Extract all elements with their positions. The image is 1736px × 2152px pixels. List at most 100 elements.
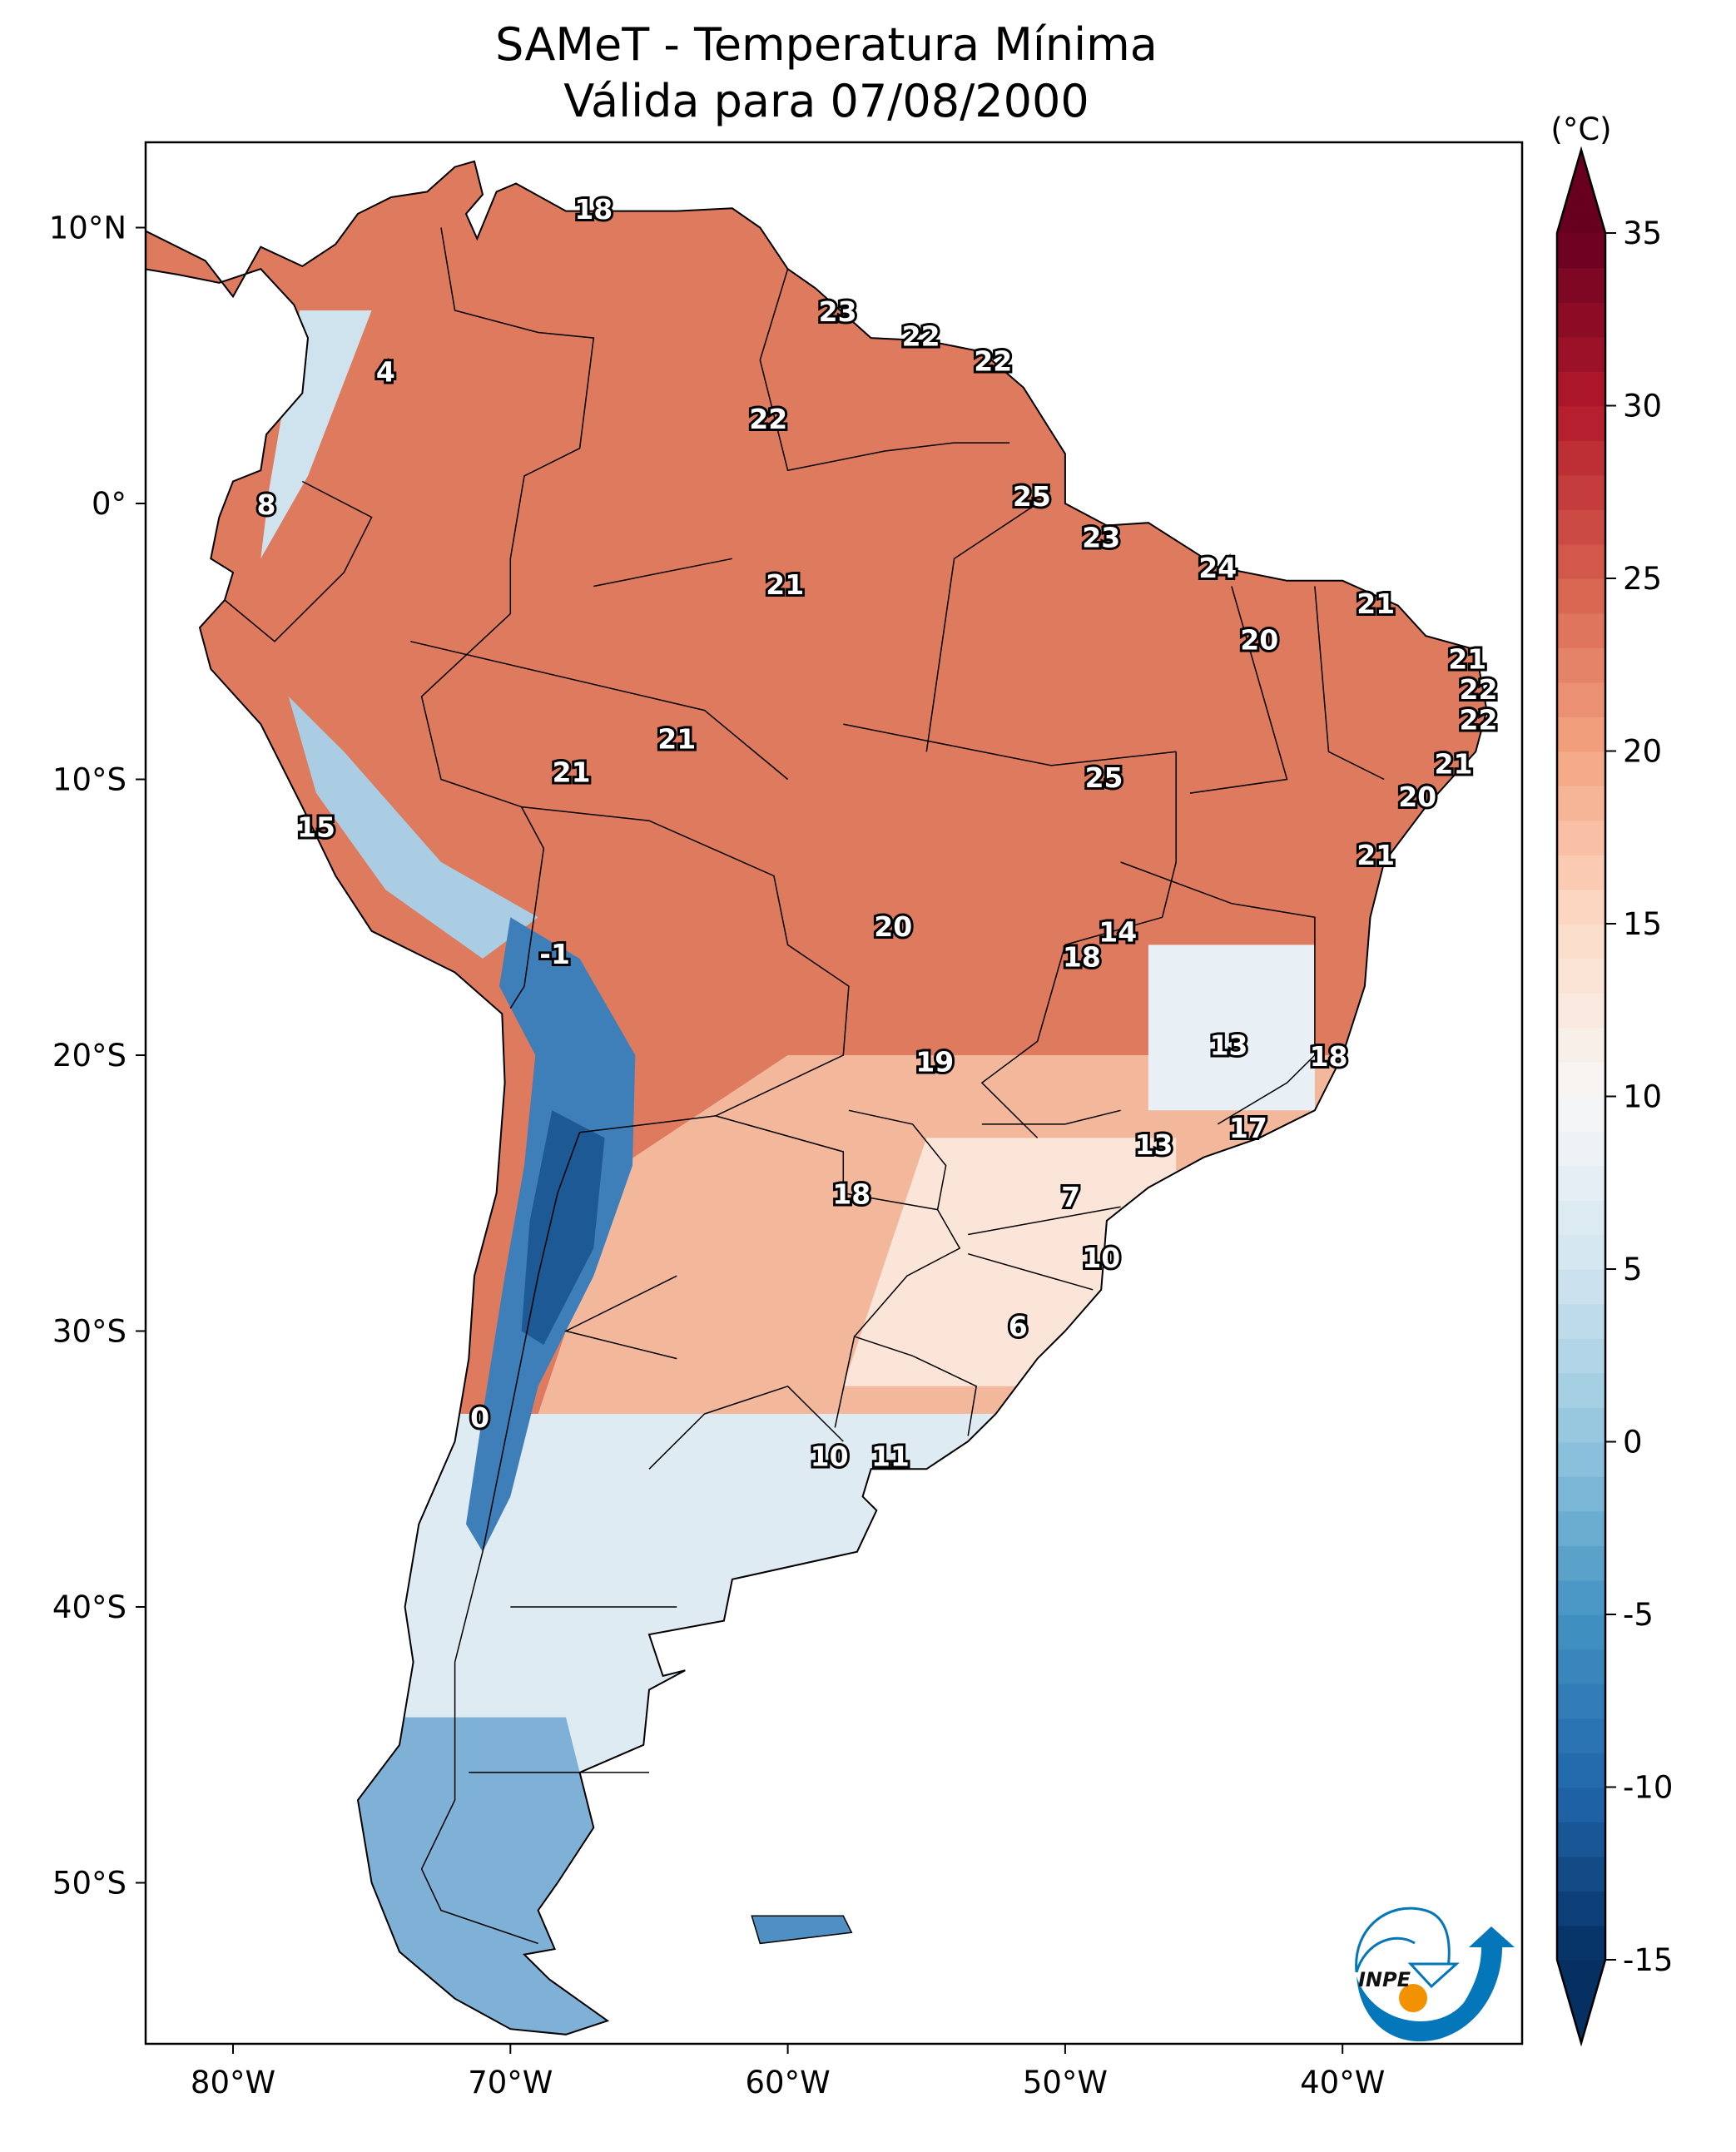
- station-value-label: 13: [1135, 1128, 1173, 1161]
- station-value-label: 18: [832, 1178, 870, 1211]
- colorbar-segment: [1557, 1062, 1605, 1098]
- station-value-label: 7: [1061, 1181, 1080, 1213]
- station-value-label: 8: [257, 488, 276, 521]
- andes-dark-core: [521, 1110, 605, 1346]
- station-value-label: 13: [1210, 1029, 1248, 1062]
- cool-pampa: [146, 1414, 1487, 2035]
- map-title: SAMeT - Temperatura Mínima: [495, 18, 1158, 71]
- border-line: [420, 1132, 581, 1945]
- colorbar-segment: [1557, 1579, 1605, 1615]
- station-value-label: 21: [657, 723, 696, 756]
- station-value-label: 24: [1198, 552, 1237, 584]
- colorbar-segment: [1557, 1614, 1605, 1650]
- station-value-label: 21: [1357, 588, 1395, 620]
- colorbar-segment: [1557, 682, 1605, 717]
- colorbar-tick-label: -15: [1623, 1942, 1673, 1978]
- colorbar-segment: [1557, 1718, 1605, 1753]
- station-value-label: -1: [539, 938, 570, 970]
- falkland-islands: [751, 1915, 853, 1945]
- station-value-label: 20: [874, 910, 912, 943]
- station-value-label: 21: [1357, 839, 1395, 871]
- colorbar-segment: [1557, 302, 1605, 338]
- colorbar-segment: [1557, 1027, 1605, 1063]
- colorbar-segment: [1557, 1234, 1605, 1270]
- lat-tick-label: 0°: [92, 486, 126, 522]
- station-value-label: 17: [1229, 1112, 1267, 1144]
- colorbar-segment: [1557, 786, 1605, 821]
- colorbar-segment: [1557, 1269, 1605, 1305]
- state-borders: [224, 227, 1385, 1945]
- station-value-label: 14: [1099, 916, 1137, 949]
- station-value-label: 22: [974, 345, 1012, 377]
- lon-tick-label: 80°W: [191, 2065, 275, 2100]
- border-line: [1314, 586, 1385, 781]
- station-value-label: 20: [1398, 781, 1436, 813]
- colorbar-tick-label: 10: [1623, 1079, 1662, 1115]
- colorbar-tick-label: 5: [1623, 1252, 1643, 1287]
- colorbar-segment: [1557, 1787, 1605, 1822]
- colorbar-unit-label: (°C): [1550, 112, 1611, 147]
- station-value-label: 22: [1460, 673, 1498, 706]
- colorbar-segment: [1557, 1131, 1605, 1167]
- colorbar-tick-label: -10: [1623, 1770, 1673, 1806]
- border-line: [925, 503, 1039, 752]
- colorbar-tick-label: -5: [1623, 1597, 1654, 1633]
- border-line: [843, 723, 1177, 766]
- colorbar-segment: [1557, 958, 1605, 994]
- colorbar-segment: [1557, 717, 1605, 752]
- latitude-ticks: 10°N 0° 10°S 20°S 30°S 40°S 50°S: [49, 211, 146, 1902]
- colorbar-segment: [1557, 889, 1605, 925]
- colorbar-segment: [1557, 405, 1605, 441]
- station-value-label: 10: [1082, 1242, 1120, 1274]
- station-value-label: 22: [902, 320, 940, 353]
- station-value-label: 23: [1082, 522, 1120, 554]
- lat-tick-label: 20°S: [52, 1038, 126, 1074]
- colorbar-segment: [1557, 855, 1605, 890]
- coastline: [146, 160, 1488, 2035]
- border-line: [224, 480, 373, 642]
- map-area: [146, 160, 1488, 2035]
- lon-tick-label: 40°W: [1300, 2065, 1385, 2100]
- colorbar-segment: [1557, 578, 1605, 614]
- station-value-label: 25: [1085, 761, 1123, 794]
- station-value-label: 21: [1448, 642, 1486, 675]
- colorbar-extend-min: [1557, 1960, 1605, 2043]
- station-value-label: 0: [470, 1401, 489, 1434]
- lat-tick-label: 10°N: [49, 211, 126, 246]
- colorbar-segment: [1557, 474, 1605, 510]
- border-line: [834, 1336, 978, 1436]
- border-line: [980, 751, 1177, 1138]
- colorbar-extend-max: [1557, 150, 1605, 233]
- border-line: [420, 227, 595, 1009]
- colorbar-segment: [1557, 1441, 1605, 1477]
- colorbar-segment: [1557, 1891, 1605, 1926]
- station-value-label: 6: [1009, 1311, 1028, 1343]
- colorbar-segment: [1557, 1649, 1605, 1684]
- colorbar-segment: [1557, 543, 1605, 579]
- andes-north: [260, 310, 372, 559]
- colorbar-segment: [1557, 336, 1605, 372]
- lon-tick-label: 60°W: [746, 2065, 831, 2100]
- station-value-label: 25: [1013, 480, 1051, 513]
- border-line: [593, 558, 733, 588]
- colorbar-segment: [1557, 233, 1605, 269]
- colorbar-segment: [1557, 924, 1605, 959]
- lon-tick-label: 50°W: [1023, 2065, 1108, 2100]
- colorbar-segment: [1557, 509, 1605, 545]
- station-value-label: 21: [1435, 747, 1473, 780]
- border-line: [968, 1206, 1121, 1236]
- colorbar-segment: [1557, 371, 1605, 407]
- svg-text:INPE: INPE: [1358, 1968, 1411, 1991]
- colorbar-segment: [1557, 440, 1605, 476]
- lat-tick-label: 50°S: [52, 1866, 126, 1902]
- border-line: [648, 1385, 844, 1470]
- border-line: [759, 268, 1010, 472]
- border-line: [1189, 586, 1288, 794]
- colorbar-segment: [1557, 1925, 1605, 1961]
- lat-tick-label: 40°S: [52, 1589, 126, 1625]
- colorbar: -15 -10 -5 0 5 10 15 20 25 30 35: [1555, 146, 1673, 2047]
- border-line: [967, 1252, 1094, 1291]
- colorbar-segment: [1557, 1338, 1605, 1374]
- station-value-label: 19: [915, 1045, 954, 1078]
